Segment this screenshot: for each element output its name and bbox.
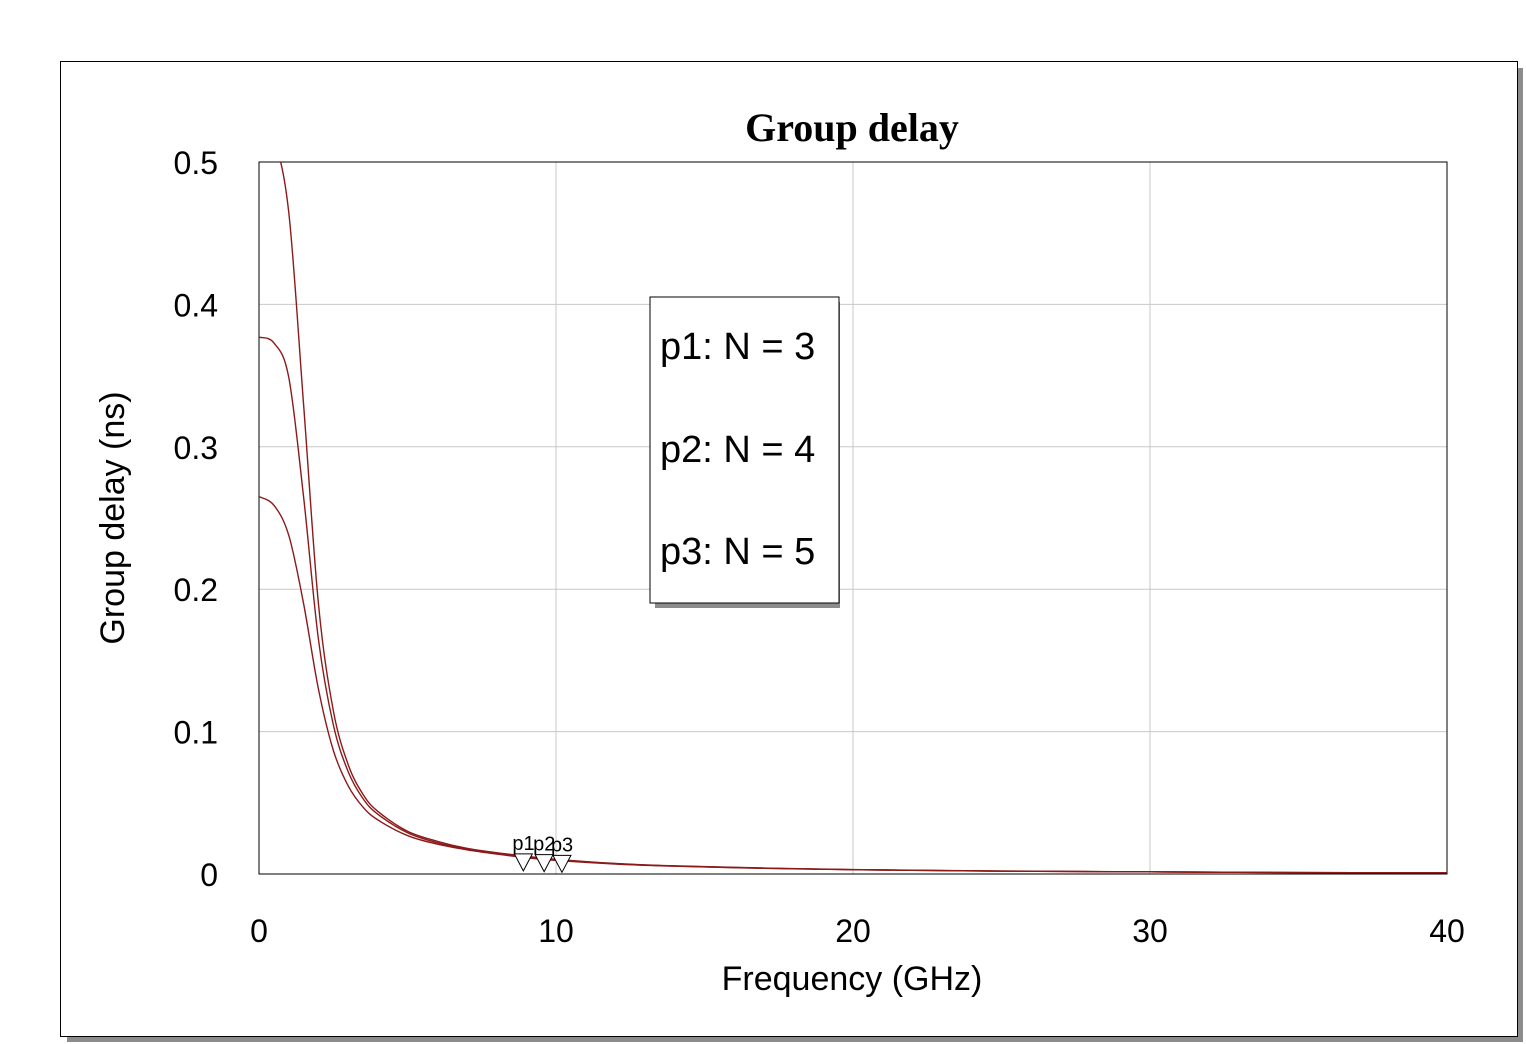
marker-label-p3: p3 <box>551 834 573 856</box>
legend: p1: N = 3 p2: N = 4 p3: N = 5 <box>649 296 840 608</box>
marker-label-p1: p1 <box>512 833 534 855</box>
plot-area <box>258 161 1448 875</box>
tick-labels: 0 10 20 30 40 0 0.1 0.2 0.3 0.4 0.5 <box>174 145 1465 949</box>
series-lines <box>259 162 1447 874</box>
legend-box <box>649 296 840 604</box>
legend-entry-p1: p1: N = 3 <box>660 326 815 368</box>
grid <box>258 161 1448 875</box>
chart-title: Group delay <box>745 105 959 150</box>
series-line-3 <box>279 162 1447 874</box>
y-axis-title: Group delay (ns) <box>94 391 132 644</box>
x-tick-label: 40 <box>1429 913 1465 949</box>
y-tick-label: 0 <box>200 857 218 893</box>
y-tick-label: 0.3 <box>174 430 218 466</box>
x-tick-label: 20 <box>835 913 871 949</box>
y-tick-label: 0.4 <box>174 287 218 323</box>
legend-entry-p3: p3: N = 5 <box>660 531 815 573</box>
marker-p3 <box>552 854 572 874</box>
x-tick-label: 10 <box>538 913 574 949</box>
marker-p1 <box>513 853 534 872</box>
x-axis-title: Frequency (GHz) <box>722 960 983 998</box>
x-tick-label: 30 <box>1132 913 1168 949</box>
legend-entry-p2: p2: N = 4 <box>660 429 815 471</box>
marker-p2 <box>534 854 554 873</box>
y-tick-label: 0.1 <box>174 715 218 751</box>
x-tick-label: 0 <box>250 913 268 949</box>
y-tick-label: 0.2 <box>174 572 218 608</box>
marker-label-p2: p2 <box>533 834 555 856</box>
y-tick-label: 0.5 <box>174 145 218 181</box>
